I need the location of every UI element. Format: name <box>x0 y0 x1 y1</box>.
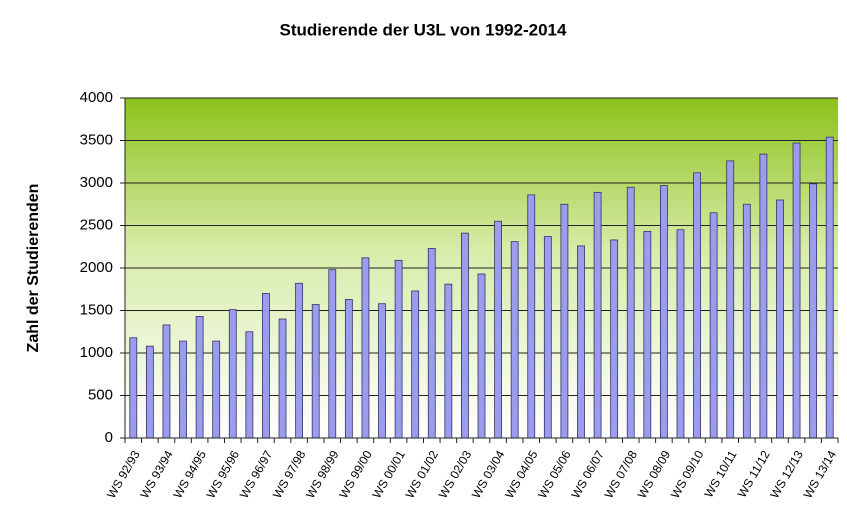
bar <box>212 340 221 439</box>
bar <box>245 331 254 439</box>
y-tick-label: 4000 <box>80 89 113 106</box>
bar <box>494 220 502 439</box>
bar <box>262 293 270 439</box>
bar <box>394 259 403 439</box>
bar <box>809 183 818 439</box>
bar <box>228 309 237 439</box>
bar <box>726 160 735 439</box>
y-axis-label: Zahl der Studierenden <box>25 184 42 353</box>
bar <box>659 185 668 439</box>
y-tick-label: 3500 <box>80 131 113 148</box>
bar <box>162 324 171 439</box>
bar <box>560 203 569 439</box>
bar <box>825 136 834 439</box>
bar <box>792 142 801 439</box>
bar <box>145 345 154 439</box>
bar <box>610 239 619 439</box>
bar <box>759 153 768 439</box>
bar <box>527 194 536 439</box>
bar <box>776 199 784 439</box>
bar <box>709 212 718 439</box>
y-tick-label: 2000 <box>80 259 113 276</box>
bar <box>311 304 320 439</box>
y-tick-label: 1000 <box>80 344 113 361</box>
bar <box>411 290 420 439</box>
y-tick-label: 3000 <box>80 174 113 191</box>
bar <box>461 232 469 439</box>
y-tick-label: 500 <box>88 386 113 403</box>
bar <box>626 186 635 439</box>
bar <box>378 303 386 439</box>
y-tick-label: 2500 <box>80 216 113 233</box>
bar <box>361 257 370 439</box>
bar <box>477 273 486 439</box>
bar <box>295 282 304 439</box>
chart-title: Studierende der U3L von 1992-2014 <box>280 20 567 39</box>
x-tick-label: WS 10/11 <box>702 448 740 500</box>
bar <box>195 316 204 439</box>
bar <box>643 231 652 439</box>
bar <box>742 203 751 439</box>
bar <box>593 191 602 439</box>
bar <box>693 172 701 439</box>
y-tick-label: 0 <box>105 429 113 446</box>
bar <box>344 299 353 439</box>
x-tick-label: WS 13/14 <box>801 448 840 501</box>
x-tick-label: WS 11/12 <box>735 448 773 500</box>
bar <box>676 229 685 439</box>
bar <box>328 269 337 439</box>
bar <box>577 245 585 439</box>
y-tick-label: 1500 <box>80 301 113 318</box>
bar <box>427 248 436 439</box>
bar <box>179 340 187 439</box>
bar <box>543 236 552 439</box>
bar <box>278 318 287 439</box>
bar <box>129 337 138 439</box>
bar <box>510 241 519 439</box>
bar <box>444 283 453 439</box>
